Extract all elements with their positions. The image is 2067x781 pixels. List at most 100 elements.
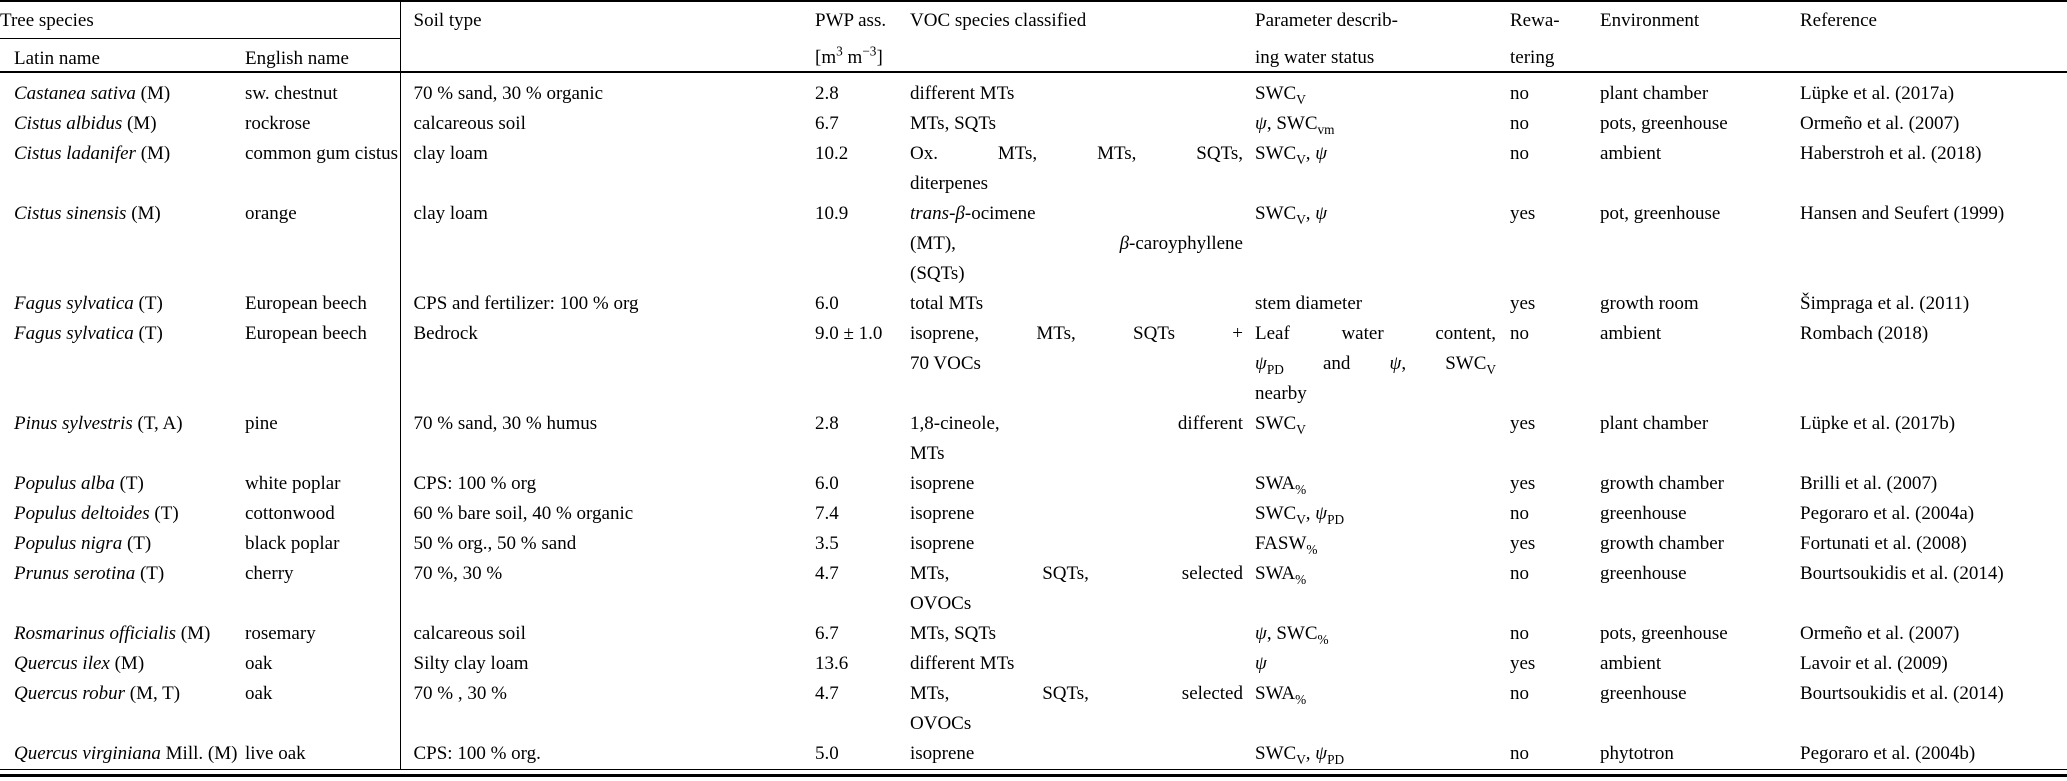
cell-water-status-parameter: SWCV, ψ xyxy=(1255,142,1328,167)
cell-pwp-value: 2.8 xyxy=(815,412,839,434)
cell-rewatering: no xyxy=(1510,682,1529,704)
cell-soil-type: 70 % sand, 30 % organic xyxy=(399,71,815,109)
cell-soil-type: clay loam xyxy=(399,138,815,199)
table-row: Populus alba (T) white poplar CPS: 100 % o… xyxy=(0,468,2067,499)
cell-rewatering: yes xyxy=(1510,532,1536,554)
col-header-reference: Reference xyxy=(1800,10,1877,31)
cell-reference: Bourtsoukidis et al. (2014) xyxy=(1800,562,2004,584)
cell-soil-type: 70 % , 30 % xyxy=(399,678,815,739)
cell-rewatering: yes xyxy=(1510,472,1536,494)
cell-reference: Hansen and Seufert (1999) xyxy=(1800,202,2005,224)
cell-english-name: rockrose xyxy=(245,112,311,134)
cell-environment: growth chamber xyxy=(1600,532,1724,554)
cell-environment: pots, greenhouse xyxy=(1600,112,1728,134)
cell-water-status-parameter: SWCV, ψ xyxy=(1255,202,1328,227)
table-row: Cistus sinensis (M) orange clay loam 10.9 tr… xyxy=(0,198,2067,289)
cell-english-name: orange xyxy=(245,202,297,224)
table-row: Quercus virginiana Mill. (M) live oak CPS:… xyxy=(0,738,2067,769)
header-spacer-soil xyxy=(399,38,815,73)
cell-voc-species: MTs, SQTs, selected OVOCs xyxy=(910,559,1255,619)
cell-pwp-value: 6.7 xyxy=(815,112,839,134)
cell-voc-species: MTs, SQTs, selected OVOCs xyxy=(910,679,1255,739)
cell-latin-name: Cistus sinensis (M) xyxy=(14,202,161,224)
cell-line: isoprene, MTs, SQTs + xyxy=(910,322,1243,344)
cell-soil-type: CPS: 100 % org. xyxy=(399,738,815,769)
cell-voc-species: isoprene xyxy=(910,502,975,524)
header-spacer-environment xyxy=(1600,38,1800,73)
cell-rewatering: no xyxy=(1510,742,1529,764)
cell-reference: Lavoir et al. (2009) xyxy=(1800,652,1948,674)
cell-voc-species: MTs, SQTs xyxy=(910,622,997,644)
cell-soil-type: 70 % sand, 30 % humus xyxy=(399,408,815,469)
table-row: Cistus ladanifer (M) common gum cistus cla… xyxy=(0,138,2067,199)
cell-voc-species: total MTs xyxy=(910,292,984,314)
cell-line: OVOCs xyxy=(910,592,972,614)
cell-pwp-value: 7.4 xyxy=(815,502,839,524)
header-row-2: Latin name English name [m3 m−3] ing wat… xyxy=(0,38,2067,73)
cell-water-status-parameter: ψ, SWCvm xyxy=(1255,112,1335,137)
cell-pwp-value: 6.0 xyxy=(815,292,839,314)
cell-line: MTs xyxy=(910,442,945,464)
table-row: Rosmarinus officialis (M) rosemary calcare… xyxy=(0,618,2067,649)
cell-latin-name: Fagus sylvatica (T) xyxy=(14,292,163,314)
cell-english-name: European beech xyxy=(245,322,367,344)
cell-line: nearby xyxy=(1255,382,1307,404)
cell-water-status-parameter: SWCV xyxy=(1255,412,1306,437)
cell-water-status-parameter: SWCV, ψPD xyxy=(1255,502,1345,527)
cell-rewatering: yes xyxy=(1510,292,1536,314)
cell-english-name: common gum cistus xyxy=(245,142,399,164)
cell-pwp-value: 4.7 xyxy=(815,562,839,584)
cell-latin-name: Prunus serotina (T) xyxy=(14,562,165,584)
table-header: Tree species Soil type PWP ass. VOC spec… xyxy=(0,1,2067,73)
cell-soil-type: calcareous soil xyxy=(399,618,815,649)
cell-reference: Bourtsoukidis et al. (2014) xyxy=(1800,682,2004,704)
cell-reference: Šimpraga et al. (2011) xyxy=(1800,292,1970,314)
header-spacer-voc xyxy=(910,38,1255,73)
table-row: Fagus sylvatica (T) European beech CPS and… xyxy=(0,288,2067,319)
cell-latin-name: Populus alba (T) xyxy=(14,472,144,494)
cell-rewatering: no xyxy=(1510,82,1529,104)
cell-latin-name: Fagus sylvatica (T) xyxy=(14,322,163,344)
table-row: Fagus sylvatica (T) European beech Bedrock… xyxy=(0,318,2067,409)
cell-reference: Brilli et al. (2007) xyxy=(1800,472,1938,494)
cell-pwp-value: 5.0 xyxy=(815,742,839,764)
cell-soil-type: 60 % bare soil, 40 % organic xyxy=(399,498,815,529)
cell-english-name: oak xyxy=(245,652,273,674)
cell-voc-species: isoprene xyxy=(910,742,975,764)
cell-english-name: white poplar xyxy=(245,472,341,494)
col-header-environment: Environment xyxy=(1600,10,1700,31)
cell-water-status-parameter: SWA% xyxy=(1255,562,1307,587)
table-row: Castanea sativa (M) sw. chestnut 70 % sand… xyxy=(0,71,2067,109)
cell-english-name: live oak xyxy=(245,742,306,764)
cell-voc-species: Ox. MTs, MTs, SQTs, diterpenes xyxy=(910,139,1255,199)
cell-soil-type: CPS and fertilizer: 100 % org xyxy=(399,288,815,319)
cell-rewatering: no xyxy=(1510,622,1529,644)
cell-english-name: pine xyxy=(245,412,278,434)
table-row: Quercus ilex (M) oak Silty clay loam 13.6 di… xyxy=(0,648,2067,679)
col-header-soil-type: Soil type xyxy=(399,1,815,38)
col-header-rewatering-line2: tering xyxy=(1510,38,1600,73)
header-row-1: Tree species Soil type PWP ass. VOC spec… xyxy=(0,1,2067,39)
cell-english-name: cherry xyxy=(245,562,294,584)
cell-voc-species: isoprene xyxy=(910,532,975,554)
cell-english-name: rosemary xyxy=(245,622,316,644)
cell-line: Ox. MTs, MTs, SQTs, xyxy=(910,142,1243,164)
cell-pwp-value: 6.0 xyxy=(815,472,839,494)
col-header-voc-species: VOC species classified xyxy=(910,10,1087,31)
cell-water-status-parameter: Leaf water content, ψPD and ψ, SWCV nearby xyxy=(1255,319,1510,409)
cell-latin-name: Quercus virginiana Mill. (M) xyxy=(14,742,238,764)
cell-latin-name: Castanea sativa (M) xyxy=(14,82,171,104)
cell-rewatering: no xyxy=(1510,562,1529,584)
cell-rewatering: yes xyxy=(1510,652,1536,674)
cell-water-status-parameter: SWCV, ψPD xyxy=(1255,742,1345,767)
cell-reference: Ormeño et al. (2007) xyxy=(1800,112,1960,134)
col-header-latin-name: Latin name xyxy=(0,38,245,73)
cell-environment: plant chamber xyxy=(1600,82,1709,104)
cell-voc-species: 1,8-cineole, different MTs xyxy=(910,409,1255,469)
cell-voc-species: trans-β-ocimene (MT), β-caroyphyllene (SQT… xyxy=(910,199,1255,289)
cell-environment: plant chamber xyxy=(1600,412,1709,434)
cell-line: MTs, SQTs, selected xyxy=(910,682,1243,704)
cell-environment: ambient xyxy=(1600,142,1662,164)
cell-pwp-value: 4.7 xyxy=(815,682,839,704)
cell-soil-type: 70 %, 30 % xyxy=(399,558,815,619)
